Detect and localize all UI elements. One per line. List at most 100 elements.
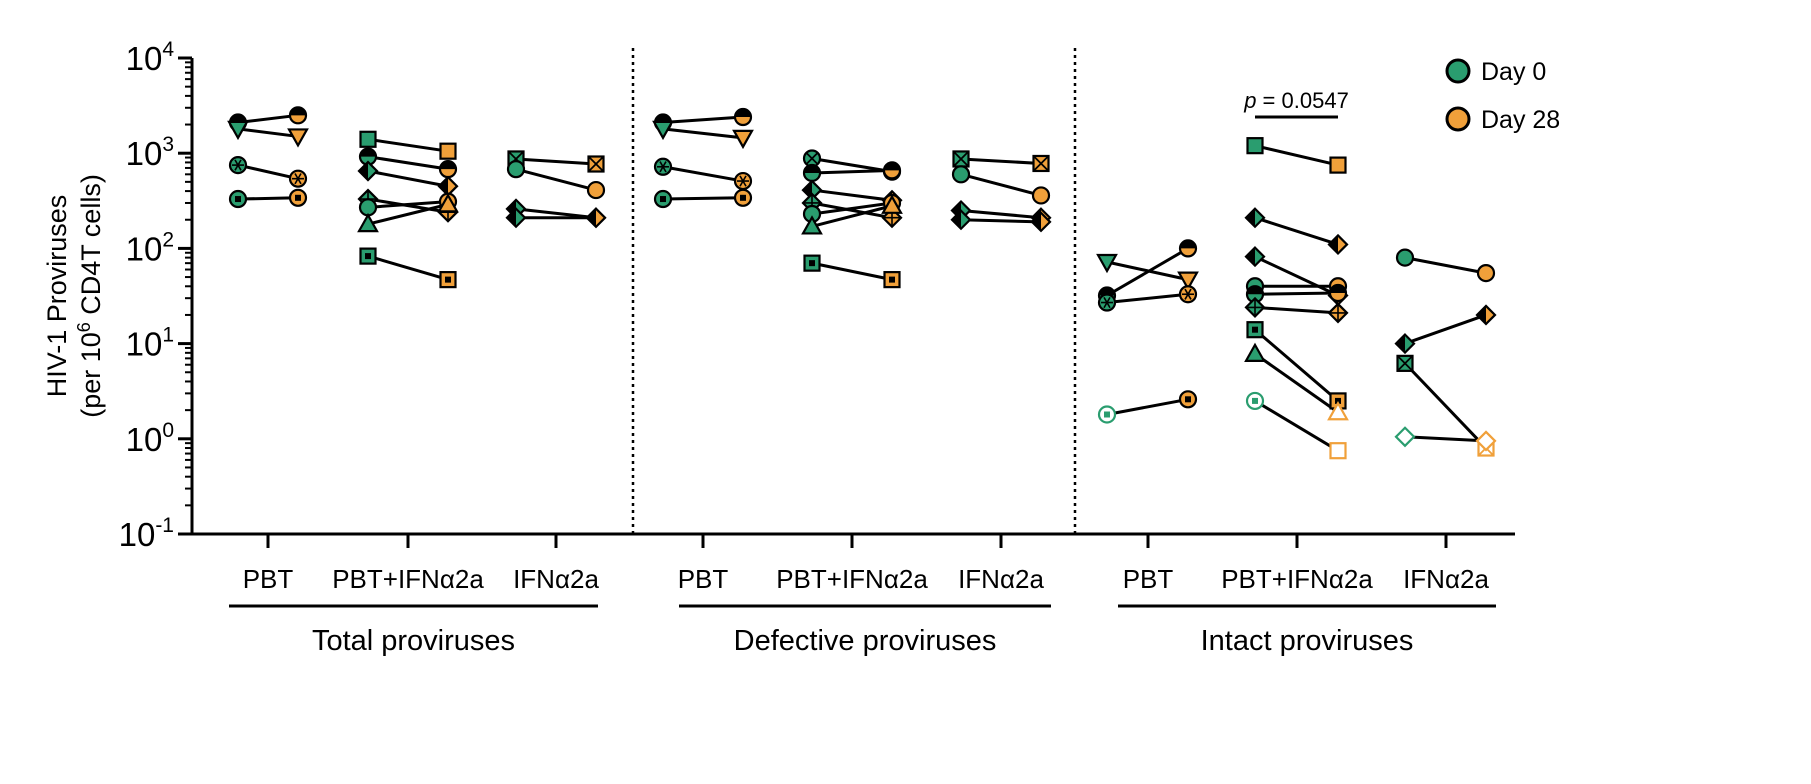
- pair-line: [1254, 352, 1339, 414]
- day0-point: [1244, 342, 1266, 362]
- group-label: IFNα2a: [513, 564, 599, 594]
- group-label: PBT+IFNα2a: [776, 564, 928, 594]
- day0-point: [359, 247, 377, 265]
- pair-line: [1254, 328, 1339, 403]
- day0-point: [1244, 246, 1266, 268]
- pair-line: [1254, 144, 1339, 167]
- day28-point: [1475, 304, 1497, 326]
- day28-point: [437, 175, 459, 197]
- pair-line: [960, 157, 1042, 165]
- day28-point: [881, 194, 903, 214]
- pair-line: [237, 127, 299, 138]
- day0-point: [802, 163, 822, 183]
- y-tick-label: 102: [126, 228, 174, 267]
- pair-line: [1106, 397, 1189, 416]
- section-label: Defective proviruses: [734, 625, 997, 657]
- day0-point: [1097, 293, 1117, 312]
- pair-line: [515, 157, 597, 166]
- group-label: PBT: [678, 564, 729, 594]
- day28-point: [733, 107, 753, 127]
- pair-line: [662, 115, 744, 125]
- p-value-label: p = 0.0547: [1243, 88, 1349, 113]
- day0-point: [801, 215, 823, 235]
- pair-line: [367, 169, 449, 188]
- pair-line: [515, 167, 597, 192]
- legend-marker: [1445, 106, 1471, 132]
- pair-line: [367, 202, 449, 226]
- pair-line: [367, 200, 449, 209]
- pair-line: [811, 261, 893, 282]
- day28-point: [1327, 233, 1349, 256]
- group-label: PBT: [243, 564, 294, 594]
- pair-line: [960, 209, 1042, 220]
- day0-point: [952, 150, 970, 168]
- day28-point: [733, 171, 753, 191]
- day0-point: [1244, 296, 1266, 318]
- pair-line: [662, 165, 744, 183]
- day28-point: [437, 193, 459, 213]
- day28-point: [1328, 283, 1348, 303]
- y-axis-title: HIV-1 Proviruses (per 106 CD4T cells): [42, 174, 106, 418]
- day0-point: [227, 120, 249, 141]
- day28-point: [585, 207, 607, 229]
- day28-point: [1178, 285, 1198, 304]
- day28-point: [439, 142, 457, 160]
- day0-point: [1246, 321, 1264, 339]
- pair-line: [811, 168, 893, 175]
- y-ticks: 104 103 102 101 100 10-1: [119, 38, 192, 553]
- pair-line: [811, 201, 893, 216]
- y-tick-label: 103: [126, 133, 174, 172]
- data-marks: [227, 106, 1497, 460]
- day0-point: [1246, 137, 1264, 155]
- day28-point: [1476, 264, 1496, 283]
- day0-point: [357, 160, 379, 182]
- day28-point: [1329, 156, 1347, 174]
- pair-line: [1106, 292, 1189, 305]
- pair-line: [1254, 291, 1339, 296]
- day28-point: [1031, 186, 1051, 205]
- day0-point: [653, 157, 673, 176]
- day28-point: [1032, 154, 1050, 173]
- day0-point: [1097, 405, 1117, 424]
- pair-line: [1403, 362, 1488, 450]
- day28-point: [1475, 430, 1497, 452]
- day28-point: [882, 161, 902, 180]
- pair-line: [367, 155, 449, 171]
- day0-point: [1245, 391, 1265, 411]
- day28-point: [1177, 271, 1199, 291]
- day28-point: [1178, 239, 1198, 258]
- legend-label: Day 28: [1481, 106, 1560, 134]
- day0-point: [950, 209, 972, 231]
- day0-point: [1394, 333, 1416, 355]
- day0-point: [803, 254, 821, 272]
- day0-point: [653, 189, 673, 209]
- pair-line: [1404, 435, 1487, 443]
- group-label: PBT: [1123, 564, 1174, 594]
- y-tick-label: 10-1: [119, 514, 174, 553]
- day0-point: [1245, 285, 1265, 304]
- day28-point: [438, 160, 458, 179]
- pair-line: [367, 254, 449, 282]
- group-label: PBT+IFNα2a: [332, 564, 484, 594]
- day0-point: [357, 212, 379, 233]
- y-axis-label-line1: HIV-1 Proviruses: [42, 195, 72, 398]
- pair-line: [1254, 255, 1339, 297]
- pair-line: [237, 163, 299, 181]
- legend-label: Day 0: [1481, 58, 1546, 86]
- day28-point: [733, 188, 753, 207]
- pair-line: [1404, 256, 1487, 275]
- pair-line: [811, 188, 893, 202]
- group-label: IFNα2a: [1403, 564, 1489, 594]
- day0-point: [228, 189, 248, 209]
- pair-line: [237, 196, 299, 201]
- pair-line: [662, 196, 744, 201]
- day0-point: [358, 147, 378, 166]
- day0-point: [228, 155, 248, 175]
- section-label: Total proviruses: [312, 625, 515, 657]
- day28-point: [732, 129, 754, 150]
- day0-point: [1396, 354, 1414, 372]
- day28-point: [1030, 211, 1052, 233]
- y-tick-label: 100: [126, 419, 174, 458]
- day0-point: [652, 120, 674, 141]
